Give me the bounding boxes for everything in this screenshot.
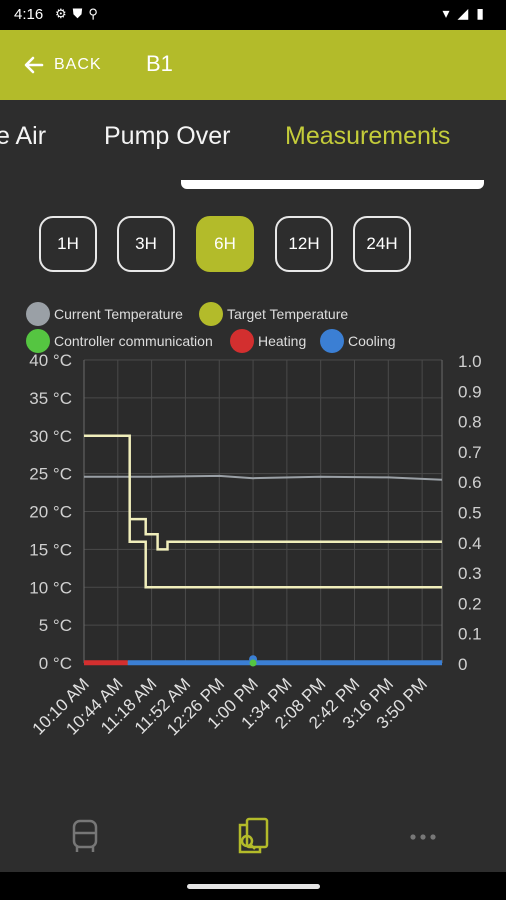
signal-icon: ◢: [457, 5, 477, 21]
active-tab-indicator: [181, 180, 484, 189]
legend-label: Cooling: [348, 333, 396, 349]
battery-icon: ▮: [476, 5, 492, 21]
y-axis-right-tick-label: 0.1: [458, 625, 482, 644]
range-24h-button[interactable]: 24H: [353, 216, 411, 272]
back-label: BACK: [54, 56, 102, 73]
nav-more[interactable]: [403, 815, 443, 855]
app-bar: BACK B1: [0, 30, 506, 100]
legend-swatch: [320, 329, 344, 353]
legend-controller-communication[interactable]: Controller communication: [26, 329, 213, 353]
y-axis-right-tick-label: 0.2: [458, 594, 482, 613]
system-home-bar: [0, 872, 506, 900]
y-axis-left-tick-label: 15 °C: [29, 540, 72, 559]
more-icon: [410, 834, 436, 840]
range-6h-button[interactable]: 6H: [196, 216, 254, 272]
wifi-icon: ▾: [442, 5, 458, 21]
nav-tank[interactable]: [65, 815, 105, 855]
y-axis-right-tick-label: 0.8: [458, 413, 482, 432]
legend-cooling[interactable]: Cooling: [320, 329, 395, 353]
y-axis-left-tick-label: 0 °C: [39, 654, 72, 673]
series-target-temperature-a: [84, 434, 442, 589]
tab-measurements[interactable]: Measurements: [285, 122, 451, 150]
y-axis-left-tick-label: 5 °C: [39, 616, 72, 635]
y-axis-left-tick-label: 35 °C: [29, 389, 72, 408]
legend-label: Controller communication: [54, 333, 213, 349]
series-current-temperature: [84, 474, 443, 481]
status-right-icons: ▾◢▮: [442, 5, 492, 22]
legend-swatch: [230, 329, 254, 353]
y-axis-right-tick-label: 0.3: [458, 564, 482, 583]
legend-target-temperature[interactable]: Target Temperature: [199, 302, 348, 326]
legend-label: Target Temperature: [227, 306, 349, 322]
tab-pump-over[interactable]: Pump Over: [104, 122, 231, 150]
status-time: 4:16: [14, 6, 44, 23]
range-1h-button[interactable]: 1H: [39, 216, 97, 272]
legend-label: Heating: [258, 333, 307, 349]
home-indicator[interactable]: [187, 884, 320, 889]
y-axis-left-tick-label: 20 °C: [29, 503, 72, 522]
arrow-left-icon: [24, 56, 44, 74]
y-axis-left-tick-label: 30 °C: [29, 427, 72, 446]
status-left-icons: ⚙⛊⚲: [55, 6, 104, 22]
tab-air[interactable]: e Air: [0, 122, 47, 150]
temperature-chart[interactable]: 0 °C 5 °C 10 °C 15 °C 20 °C 25 °C 30 °C 35 °C 40…: [0, 340, 506, 780]
usb-icon: ⚲: [88, 6, 104, 21]
shield-icon: ⛊: [72, 6, 89, 21]
back-button[interactable]: BACK: [22, 52, 102, 78]
tank-icon: [72, 819, 98, 852]
y-axis-right-tick-label: 0: [458, 655, 467, 674]
document-search-icon: [238, 817, 269, 854]
y-axis-right-tick-label: 0.5: [458, 504, 482, 523]
y-axis-left-tick-label: 40 °C: [29, 351, 72, 370]
y-axis-right-tick-label: 0.4: [458, 534, 482, 553]
range-3h-button[interactable]: 3H: [117, 216, 175, 272]
page-title: B1: [146, 51, 173, 76]
controller-data-point: [249, 659, 257, 667]
y-axis-right-tick-label: 0.7: [458, 443, 482, 462]
time-range-selector: 1H 3H 6H 12H 24H: [0, 216, 506, 276]
y-axis-right-tick-label: 0.6: [458, 473, 482, 492]
y-axis-left-tick-label: 10 °C: [29, 578, 72, 597]
nav-measurements[interactable]: [233, 815, 273, 855]
y-axis-left-tick-label: 25 °C: [29, 465, 72, 484]
legend-heating[interactable]: Heating: [230, 329, 306, 353]
legend-swatch: [26, 329, 50, 353]
series-target-temperature-b: [129, 517, 442, 551]
legend-swatch: [26, 302, 50, 326]
y-axis-right-tick-label: 1.0: [458, 352, 482, 371]
legend-swatch: [199, 302, 223, 326]
y-axis-right-tick-label: 0.9: [458, 382, 482, 401]
legend-current-temperature[interactable]: Current Temperature: [26, 302, 183, 326]
chart-legend: Current Temperature Target Temperature C…: [22, 302, 482, 358]
status-bar: 4:16 ⚙⛊⚲ ▾◢▮: [0, 0, 506, 30]
bottom-nav: [0, 800, 506, 872]
tab-bar: e Air Pump Over Measurements: [0, 100, 506, 190]
settings-icon: ⚙: [55, 6, 73, 21]
range-12h-button[interactable]: 12H: [275, 216, 333, 272]
legend-label: Current Temperature: [54, 306, 183, 322]
